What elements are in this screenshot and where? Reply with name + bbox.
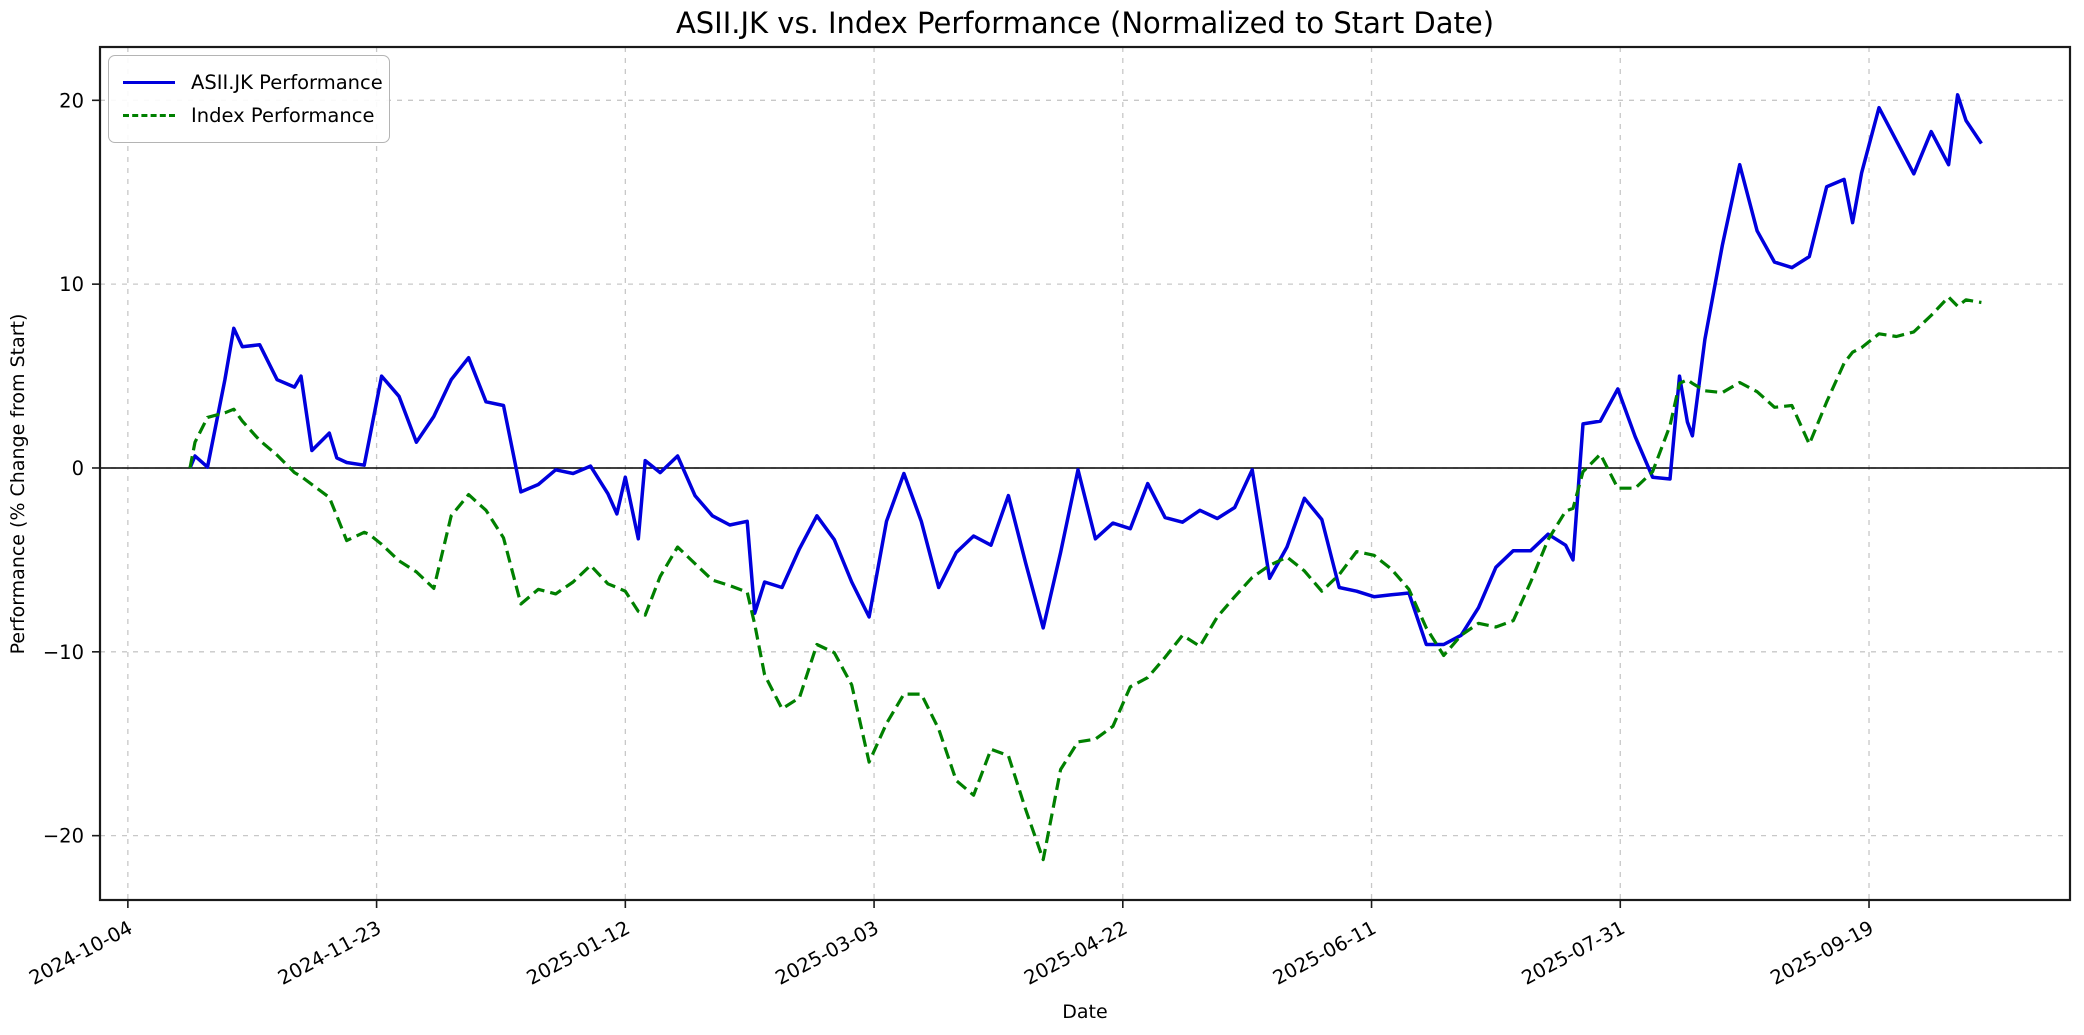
x-tick-label: 2024-10-04 [25,916,136,990]
x-tick-label: 2025-01-12 [523,916,634,990]
axes-frame [98,45,2072,902]
y-axis-label: Performance (% Change from Start) [7,313,29,655]
x-tick-label: 2024-11-23 [274,916,385,990]
legend-box: ASII.JK Performance Index Performance [108,55,390,143]
legend-entry-asii: ASII.JK Performance [123,66,383,99]
x-tick-label: 2025-04-22 [1020,916,1131,990]
chart-title: ASII.JK vs. Index Performance (Normalize… [675,6,1495,40]
x-tick-label: 2025-03-03 [772,916,883,990]
x-tick-label: 2025-07-31 [1518,916,1629,990]
y-tick-label: 0 [72,457,84,480]
x-tick-label: 2025-09-19 [1767,916,1878,990]
y-tick-label: −10 [43,641,84,664]
asii-line-swatch-icon [123,81,175,84]
legend-label-index: Index Performance [191,104,375,127]
y-tick-label: 10 [59,273,84,296]
x-axis-label: Date [1062,1001,1108,1023]
y-tick-label: −20 [43,825,84,848]
index-performance-line [188,295,1982,862]
y-tick-label: 20 [59,89,84,112]
index-line-swatch-icon [123,114,175,117]
legend-entry-index: Index Performance [123,99,375,132]
legend-label-asii: ASII.JK Performance [191,71,383,94]
x-tick-label: 2025-06-11 [1269,916,1380,990]
asii-performance-line [188,93,1983,647]
